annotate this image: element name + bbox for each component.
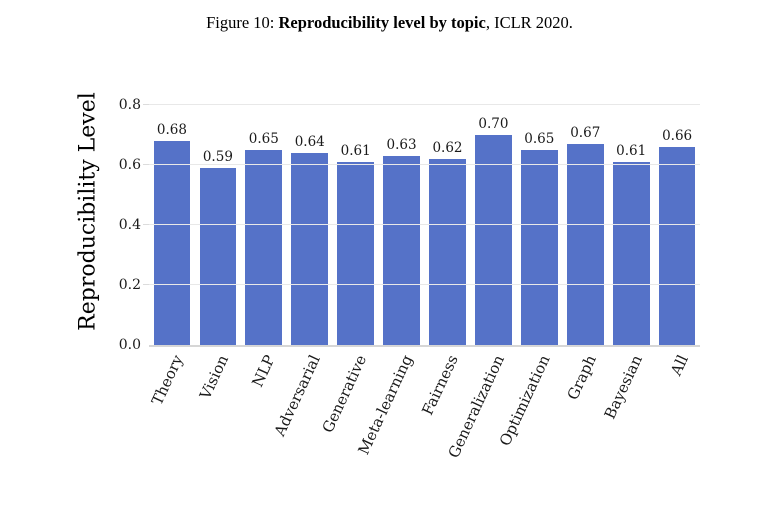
bar-meta-learning — [383, 156, 420, 345]
bar-slot: 0.65 — [241, 75, 287, 345]
y-tick-mark — [143, 224, 149, 225]
y-tick-label: 0.6 — [118, 157, 141, 173]
bar-value-label: 0.61 — [616, 142, 647, 159]
y-tick-label: 0.4 — [118, 217, 141, 233]
y-axis-title: Reproducibility Level — [75, 92, 101, 331]
gridline — [149, 164, 700, 165]
gridline — [149, 284, 700, 285]
bar-graph — [566, 144, 604, 345]
bar-value-label: 0.65 — [248, 130, 279, 147]
bar-slot: 0.59 — [195, 75, 241, 345]
x-tick-label: Fairness — [418, 352, 462, 418]
bar-bayesian — [612, 162, 650, 345]
x-tick-label: Graph — [563, 352, 600, 403]
bar-value-label: 0.66 — [662, 127, 693, 144]
gridline — [149, 224, 700, 225]
bar-value-label: 0.64 — [294, 133, 325, 150]
bar-value-label: 0.70 — [478, 115, 509, 132]
x-tick-label: Theory — [147, 352, 187, 408]
bar-fairness — [429, 159, 466, 345]
bar-theory — [153, 141, 191, 345]
caption-prefix: Figure 10: — [206, 13, 279, 32]
bar-slot: 0.70 — [470, 75, 516, 345]
y-tick-label: 0.2 — [118, 277, 141, 293]
x-tick-label: Adversarial — [270, 352, 325, 439]
bar-value-label: 0.61 — [340, 142, 371, 159]
bar-vision — [199, 168, 237, 345]
caption-suffix: , ICLR 2020. — [485, 13, 573, 32]
bar-nlp — [245, 150, 283, 345]
bar-adversarial — [291, 153, 329, 345]
x-tick-label: Generative — [318, 352, 371, 436]
bar-value-label: 0.68 — [156, 121, 187, 138]
caption-bold-text: Reproducibility level by topic — [278, 13, 486, 32]
bar-slot: 0.62 — [425, 75, 471, 345]
bar-series: 0.68 0.59 0.65 0.64 0.61 0.63 0.62 0.70 0.65 0.67… — [149, 75, 700, 345]
bar-all — [658, 147, 696, 345]
x-tick-label: All — [666, 352, 692, 379]
y-tick-label: 0.8 — [118, 97, 141, 113]
bar-slot: 0.65 — [516, 75, 562, 345]
bar-value-label: 0.67 — [570, 124, 601, 141]
bar-slot: 0.64 — [287, 75, 333, 345]
x-tick-label: Vision — [196, 352, 233, 402]
bar-generalization — [475, 135, 512, 345]
x-tick-label: Bayesian — [600, 352, 646, 422]
bar-optimization — [520, 150, 558, 345]
x-axis-line — [149, 345, 700, 347]
bar-value-label: 0.62 — [432, 139, 463, 156]
y-tick-mark — [143, 164, 149, 165]
bar-value-label: 0.63 — [386, 136, 417, 153]
bar-slot: 0.61 — [608, 75, 654, 345]
y-tick-label: 0.0 — [118, 337, 141, 353]
plot-area: 0.68 0.59 0.65 0.64 0.61 0.63 0.62 0.70 0.65 0.67… — [143, 75, 700, 347]
bar-generative — [337, 162, 375, 345]
bar-slot: 0.61 — [333, 75, 379, 345]
bar-slot: 0.68 — [149, 75, 195, 345]
y-tick-mark — [143, 104, 149, 105]
y-tick-mark — [143, 284, 149, 285]
bar-slot: 0.66 — [654, 75, 700, 345]
bar-value-label: 0.65 — [524, 130, 555, 147]
bar-slot: 0.67 — [562, 75, 608, 345]
x-tick-label: Optimization — [496, 352, 554, 449]
bar-value-label: 0.59 — [202, 148, 233, 165]
x-tick-label: NLP — [247, 352, 279, 390]
figure-caption: Figure 10: Reproducibility level by topi… — [0, 13, 779, 33]
bar-slot: 0.63 — [379, 75, 425, 345]
gridline — [149, 104, 700, 105]
